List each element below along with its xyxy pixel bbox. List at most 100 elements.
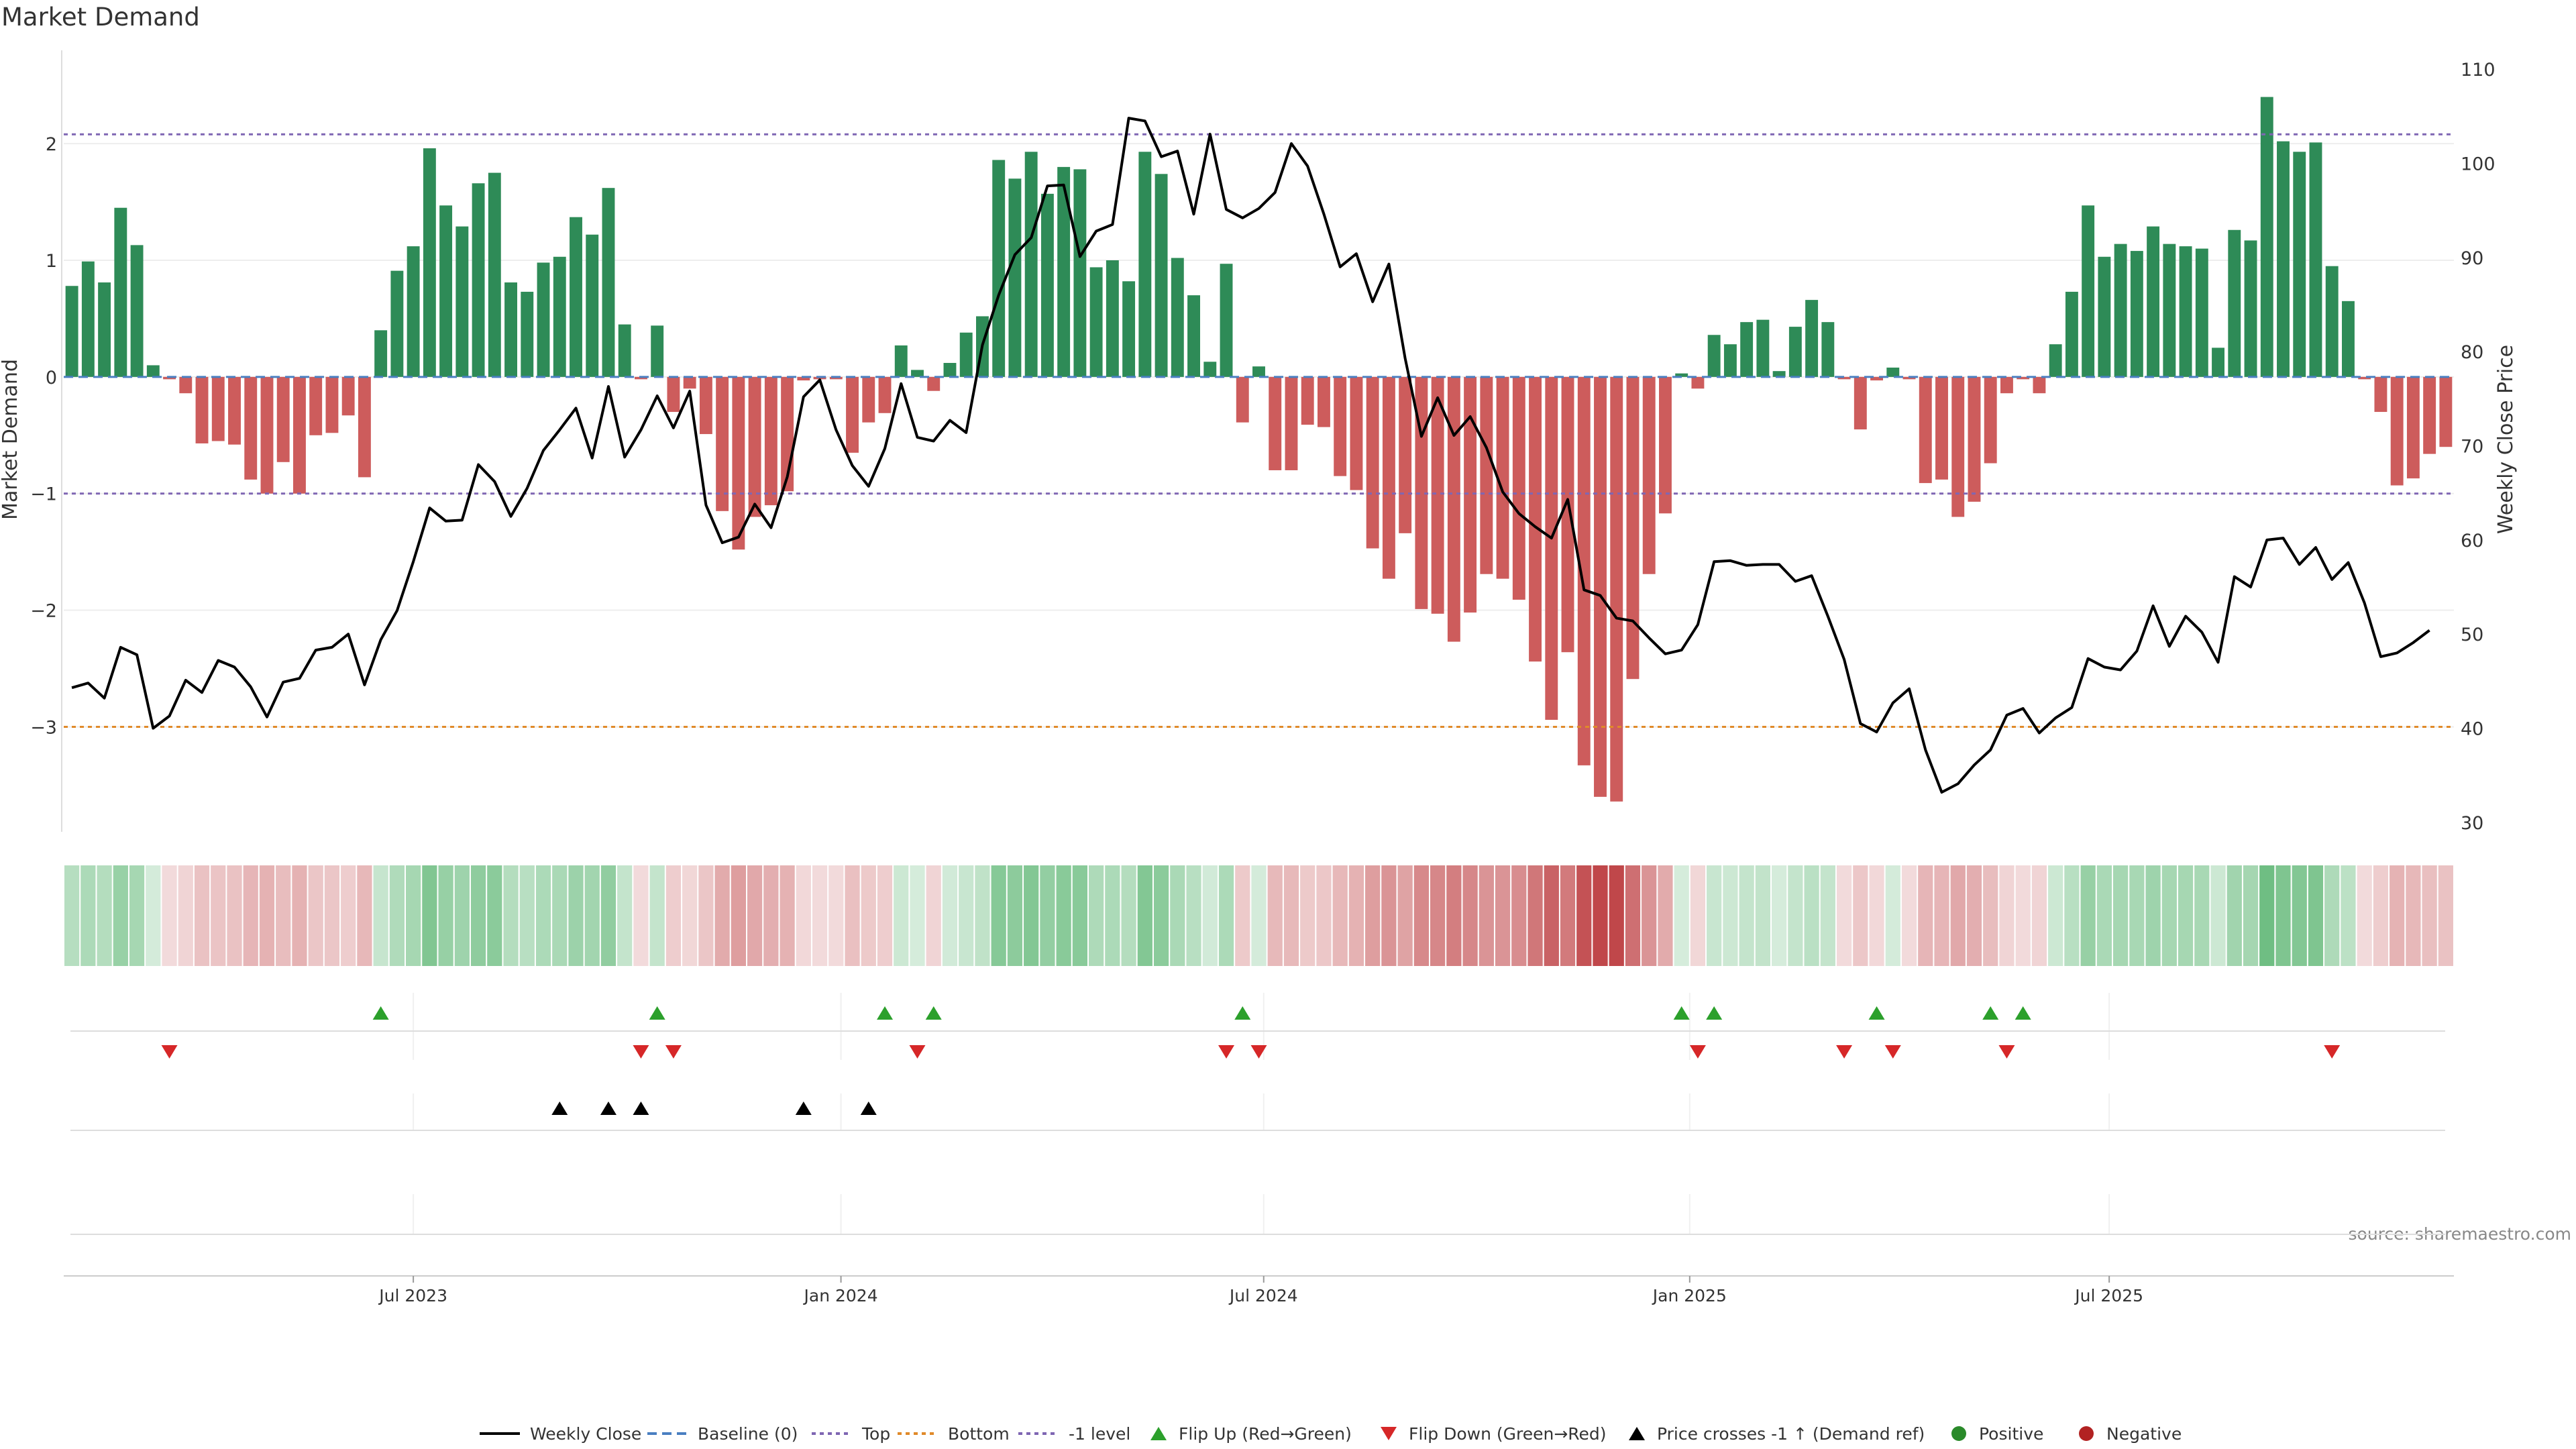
demand-bar <box>537 262 550 377</box>
legend-label: Positive <box>1979 1424 2043 1444</box>
heat-cell <box>2210 865 2226 966</box>
heat-cell <box>1593 865 1608 966</box>
heat-cell <box>1625 865 1641 966</box>
heat-cell <box>341 865 356 966</box>
demand-bar <box>244 376 258 480</box>
demand-bar <box>439 205 453 377</box>
x-tick-label: Jul 2025 <box>2074 1286 2143 1305</box>
y2-tick-label: 30 <box>2461 813 2483 834</box>
heat-cell <box>1024 865 1039 966</box>
demand-bar <box>1577 376 1591 765</box>
y2-tick-label: 90 <box>2461 248 2483 269</box>
legend-swatch <box>1951 1426 1966 1441</box>
heat-cell <box>97 865 112 966</box>
demand-bar <box>163 376 176 380</box>
heat-cell <box>146 865 161 966</box>
demand-bar <box>1366 376 1379 549</box>
heat-cell <box>454 865 470 966</box>
heat-cell <box>194 865 210 966</box>
demand-bar <box>618 324 631 377</box>
heat-cell <box>2422 865 2437 966</box>
demand-bar <box>1220 264 1233 377</box>
heat-cell <box>1170 865 1185 966</box>
heat-cell <box>1235 865 1250 966</box>
heat-cell <box>796 865 811 966</box>
demand-bar <box>1089 267 1103 377</box>
demand-bar <box>472 183 485 377</box>
demand-bar <box>2228 229 2241 377</box>
heat-cell <box>763 865 779 966</box>
heat-cell <box>2113 865 2129 966</box>
demand-bar <box>341 376 355 416</box>
heat-cell <box>2080 865 2096 966</box>
demand-bar <box>683 376 696 389</box>
demand-bar <box>1073 169 1087 377</box>
y-tick-label: −3 <box>30 718 57 739</box>
chart-title: Market Demand <box>1 3 200 32</box>
demand-bar <box>81 261 95 377</box>
heat-cell <box>1462 865 1478 966</box>
heat-cell <box>1836 865 1852 966</box>
demand-bar <box>1740 322 1754 377</box>
heat-cell <box>1527 865 1543 966</box>
heat-cell <box>1365 865 1381 966</box>
demand-bar <box>1691 376 1705 389</box>
flip-up-marker <box>2015 1006 2031 1020</box>
demand-bar <box>846 376 859 453</box>
flip-down-marker <box>633 1045 649 1059</box>
heat-cell <box>1251 865 1267 966</box>
demand-bar <box>651 325 664 377</box>
y-tick-label: −2 <box>30 601 57 622</box>
demand-bar <box>1040 193 1054 377</box>
heat-cell <box>1040 865 1055 966</box>
heat-cell <box>162 865 177 966</box>
heat-cell <box>129 865 145 966</box>
demand-bar <box>2195 248 2208 377</box>
heat-cell <box>942 865 958 966</box>
demand-bar <box>1285 376 1298 470</box>
heat-cell <box>1707 865 1722 966</box>
demand-bar <box>1496 376 1509 579</box>
heat-cell <box>227 865 242 966</box>
heat-cell <box>2178 865 2194 966</box>
empty-panel <box>70 1194 2445 1235</box>
legend-label: -1 level <box>1069 1424 1130 1444</box>
heat-cell <box>698 865 714 966</box>
heat-cell <box>1202 865 1218 966</box>
demand-bar <box>1334 376 1347 476</box>
demand-bar <box>1415 376 1428 609</box>
heat-cell <box>1137 865 1152 966</box>
x-axis: Jul 2023 Jan 2024 Jul 2024 Jan 2025 Jul 2025 <box>64 1275 2454 1305</box>
demand-bar <box>797 376 810 381</box>
heat-cell <box>324 865 340 966</box>
heat-cell <box>1495 865 1511 966</box>
y-axis-label: Market Demand <box>0 359 22 520</box>
heat-cell <box>1348 865 1364 966</box>
demand-bar <box>504 282 518 377</box>
y2-tick-label: 60 <box>2461 531 2483 551</box>
demand-bar <box>309 376 323 435</box>
demand-bar <box>2423 376 2436 454</box>
heat-cell <box>747 865 763 966</box>
heat-cell <box>1658 865 1673 966</box>
demand-bar <box>2260 97 2273 377</box>
heat-cell <box>243 865 258 966</box>
demand-bar <box>667 376 680 413</box>
demand-bar <box>1805 300 1819 377</box>
demand-bar <box>894 345 908 377</box>
price-cross-marker <box>860 1102 877 1115</box>
flip-down-marker <box>1884 1045 1901 1059</box>
y2-tick-label: 110 <box>2461 60 2496 80</box>
flip-down-marker <box>1836 1045 1853 1059</box>
demand-bar <box>2406 376 2420 479</box>
heat-cell <box>959 865 974 966</box>
demand-bar <box>716 376 729 511</box>
demand-bar <box>1658 376 1672 514</box>
heat-cell <box>1723 865 1738 966</box>
demand-bar <box>813 376 826 380</box>
legend-label: Baseline (0) <box>698 1424 798 1444</box>
x-tick-label: Jan 2024 <box>803 1286 878 1305</box>
flip-markers-panel <box>70 993 2445 1060</box>
demand-bar <box>1024 152 1038 377</box>
